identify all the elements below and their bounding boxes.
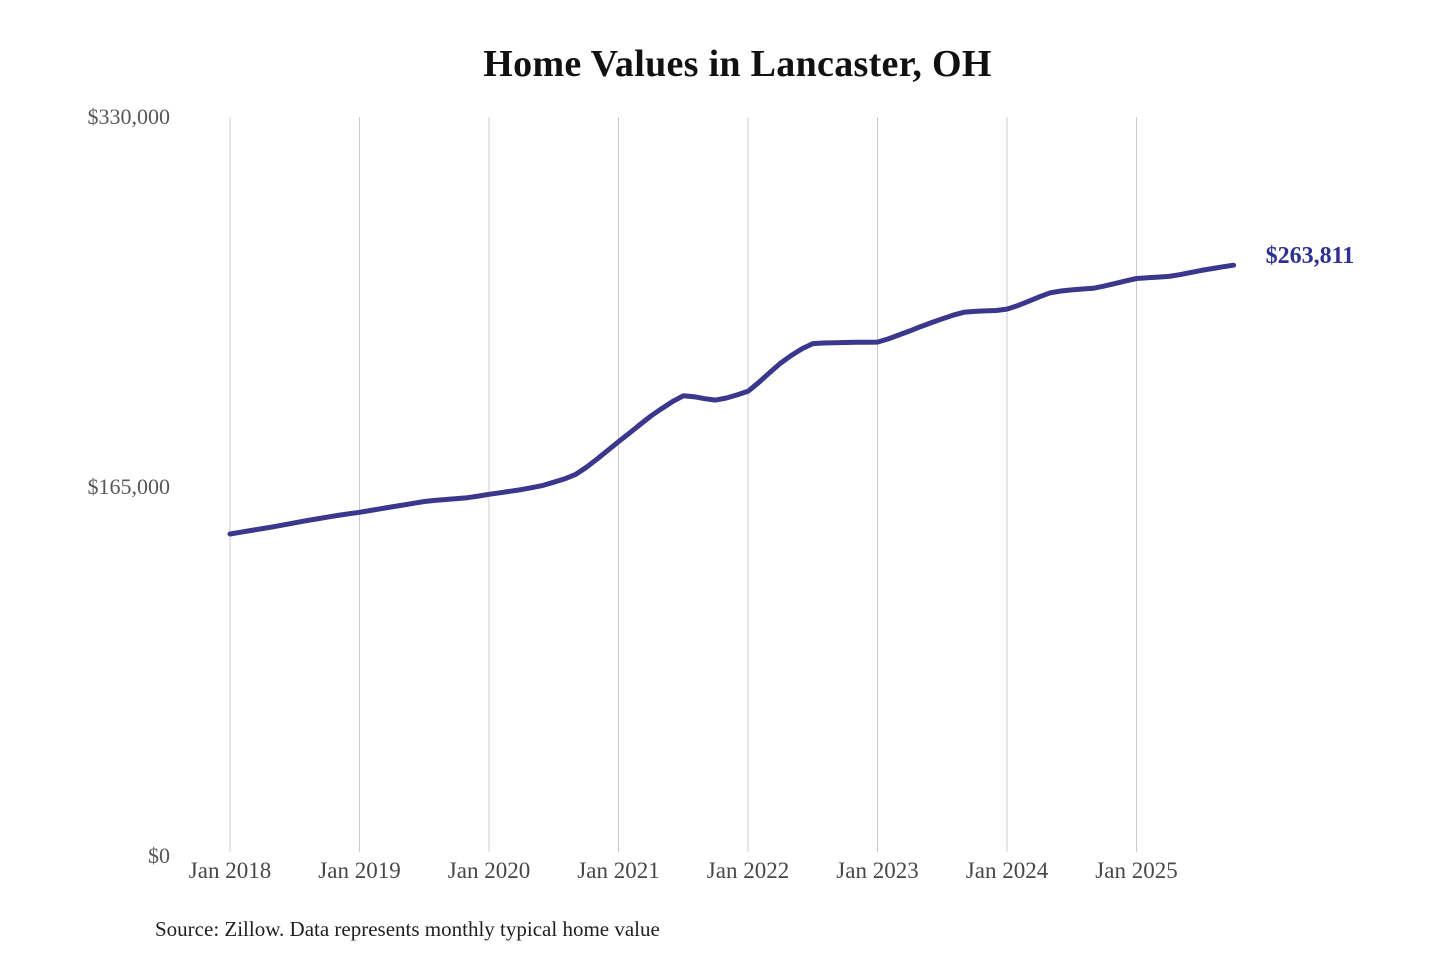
- chart-title: Home Values in Lancaster, OH: [483, 43, 992, 85]
- x-tick-label: Jan 2022: [706, 858, 790, 883]
- y-tick-label: $165,000: [87, 473, 171, 499]
- x-tick-label: Jan 2024: [965, 858, 1049, 883]
- x-tick-label: Jan 2018: [188, 858, 272, 883]
- x-tick-label: Jan 2020: [447, 858, 531, 883]
- x-tick-label: Jan 2023: [836, 858, 919, 883]
- y-tick-label: $0: [148, 843, 170, 868]
- x-tick-label: Jan 2021: [577, 858, 660, 883]
- y-tick-label: $330,000: [87, 104, 171, 129]
- source-note: Source: Zillow. Data represents monthly …: [155, 917, 660, 941]
- x-tick-label: Jan 2019: [318, 858, 401, 883]
- home-value-series-line: [227, 262, 1237, 537]
- latest-value-label: $263,811: [1265, 243, 1355, 270]
- x-tick-label: Jan 2025: [1095, 858, 1178, 883]
